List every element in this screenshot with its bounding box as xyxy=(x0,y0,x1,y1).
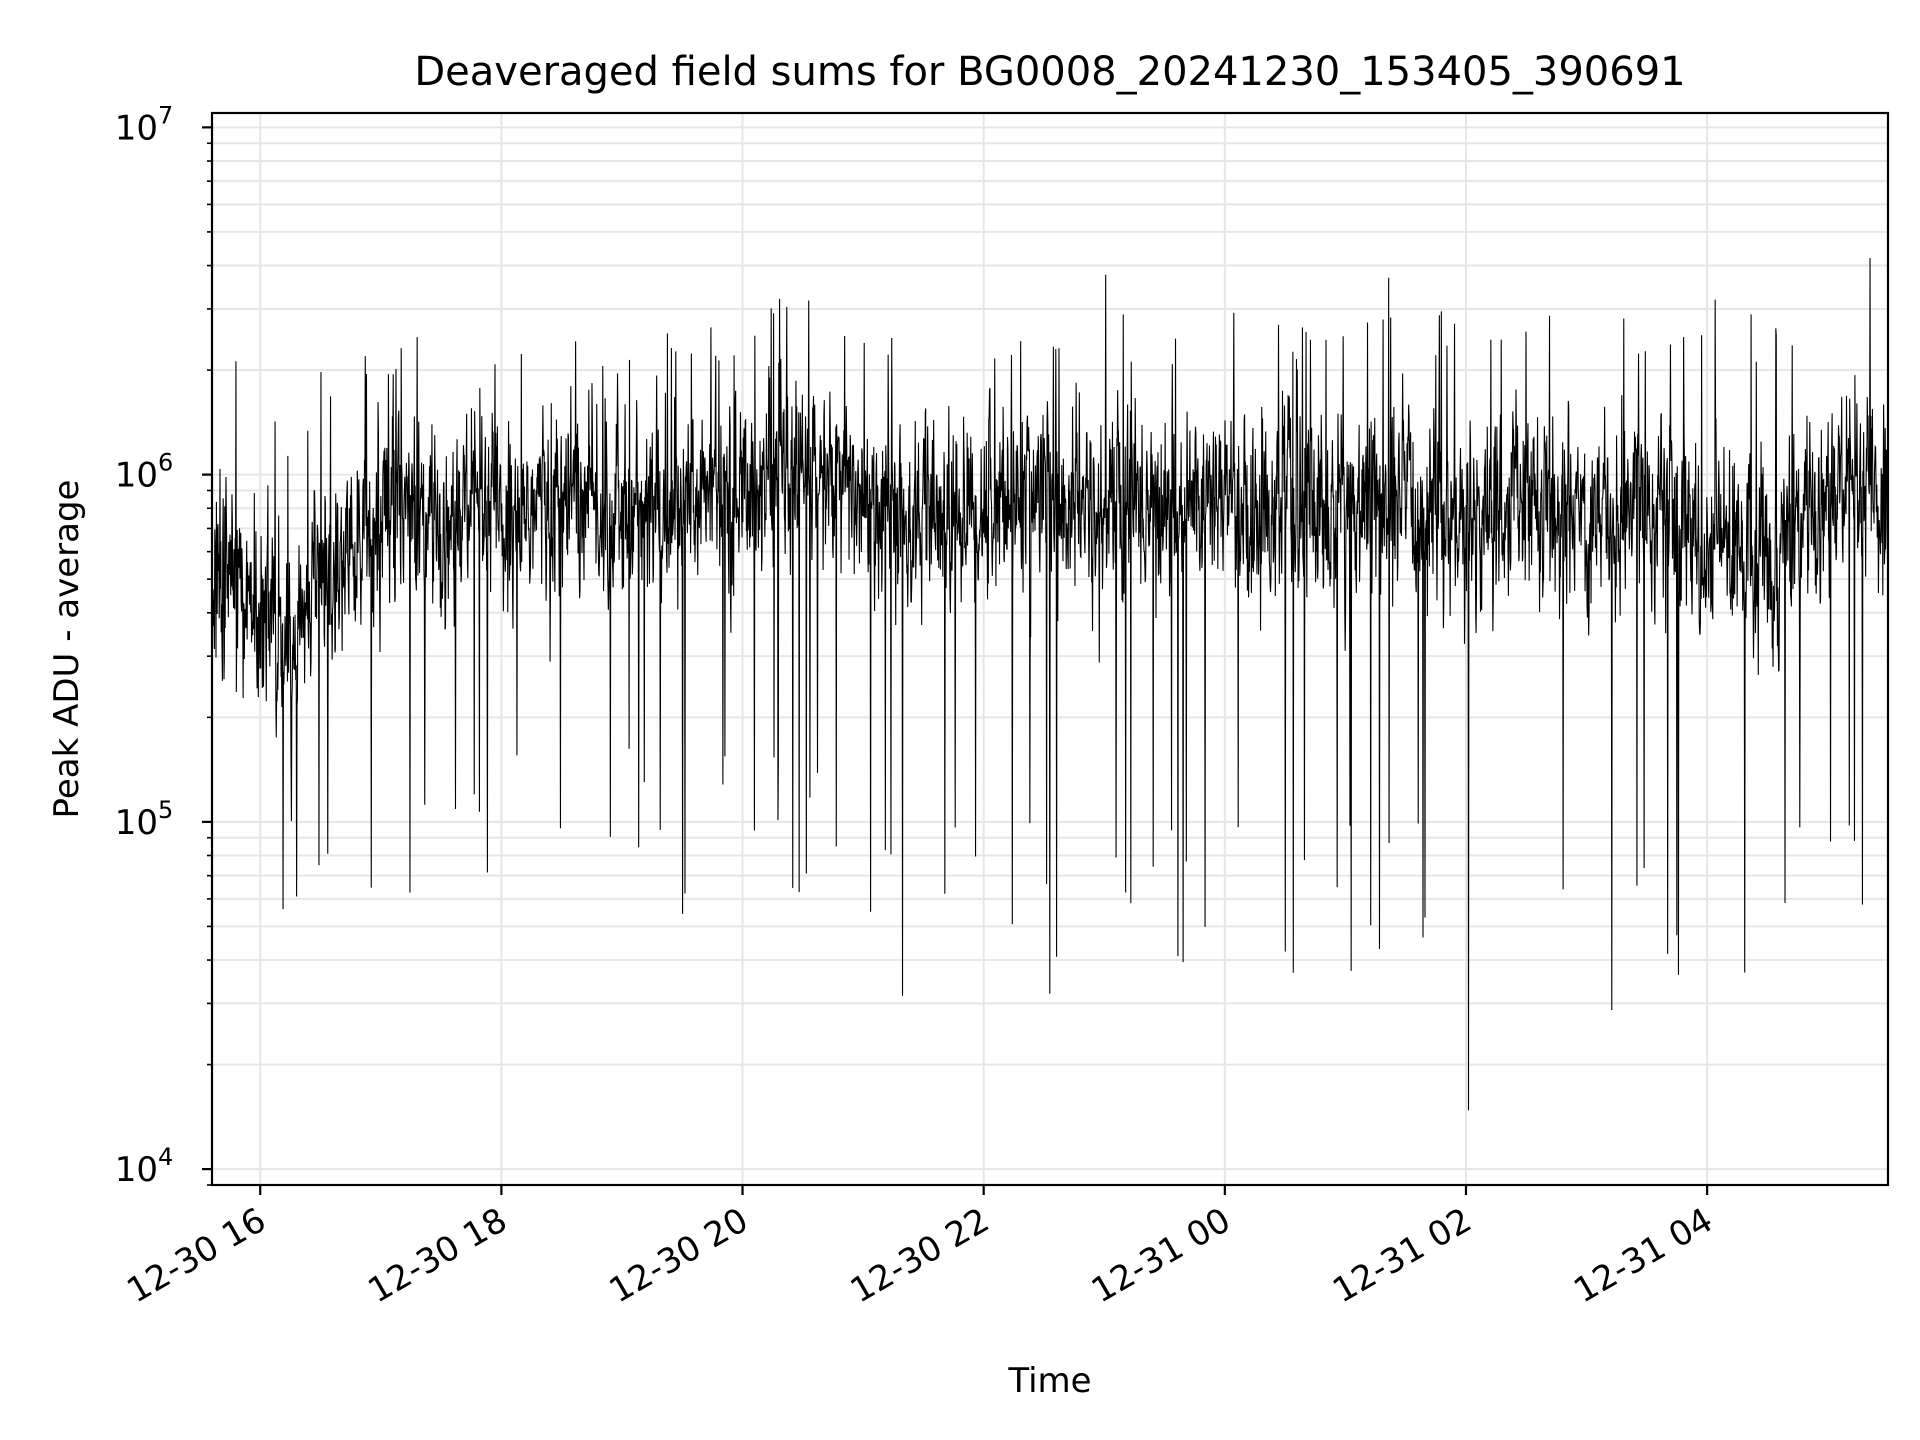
chart-title: Deaveraged field sums for BG0008_2024123… xyxy=(414,49,1685,95)
axes-frame xyxy=(210,111,1890,1187)
y-tick-label-exponent: 4 xyxy=(158,1143,173,1171)
y-tick-label-base: 10 xyxy=(115,1150,158,1190)
series-layer xyxy=(211,258,1889,1111)
y-tick-label: 105 xyxy=(115,796,174,843)
y-tick-label-base: 10 xyxy=(115,108,158,148)
y-tick-label-base: 10 xyxy=(115,803,158,843)
y-tick-label-exponent: 7 xyxy=(158,101,173,129)
x-axis-label: Time xyxy=(1007,1361,1091,1401)
y-axis-label: Peak ADU - average xyxy=(47,480,87,819)
y-tick-label: 106 xyxy=(115,449,174,496)
series-line-0 xyxy=(211,258,1889,1111)
y-tick-label-exponent: 6 xyxy=(158,449,173,477)
y-tick-label-exponent: 5 xyxy=(158,796,173,824)
y-tick-label-base: 10 xyxy=(115,456,158,496)
y-tick-label: 107 xyxy=(115,101,174,148)
y-tick-label: 104 xyxy=(115,1143,174,1190)
